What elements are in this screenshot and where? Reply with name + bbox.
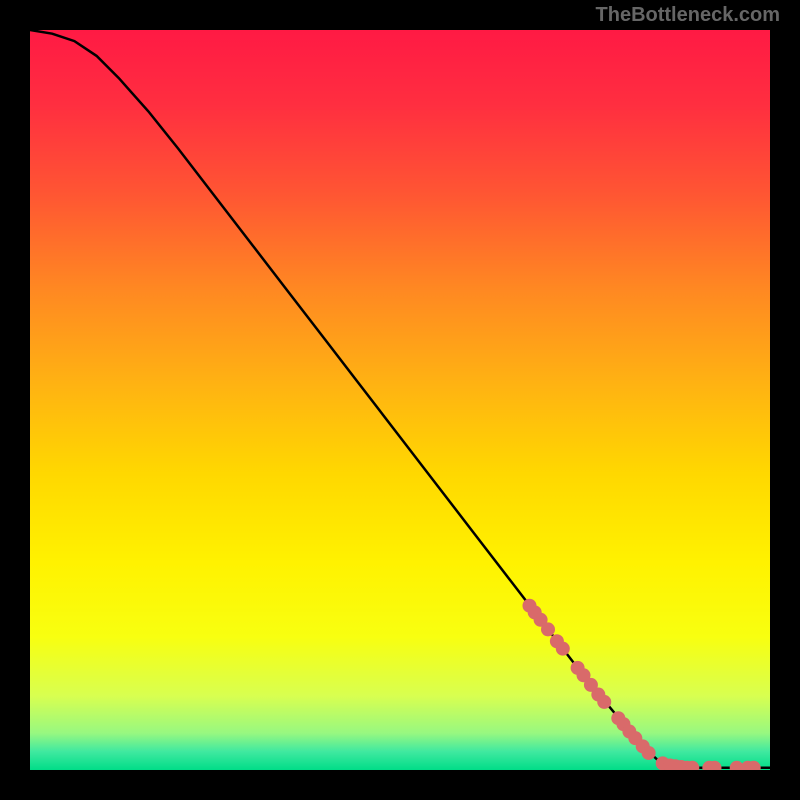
gradient-background <box>30 30 770 770</box>
plot-area <box>30 30 770 770</box>
chart-svg <box>30 30 770 770</box>
watermark-text: TheBottleneck.com <box>596 4 780 27</box>
data-marker <box>556 642 570 656</box>
chart-container: TheBottleneck.com <box>0 0 800 800</box>
data-marker <box>642 746 656 760</box>
data-marker <box>541 622 555 636</box>
data-marker <box>597 695 611 709</box>
